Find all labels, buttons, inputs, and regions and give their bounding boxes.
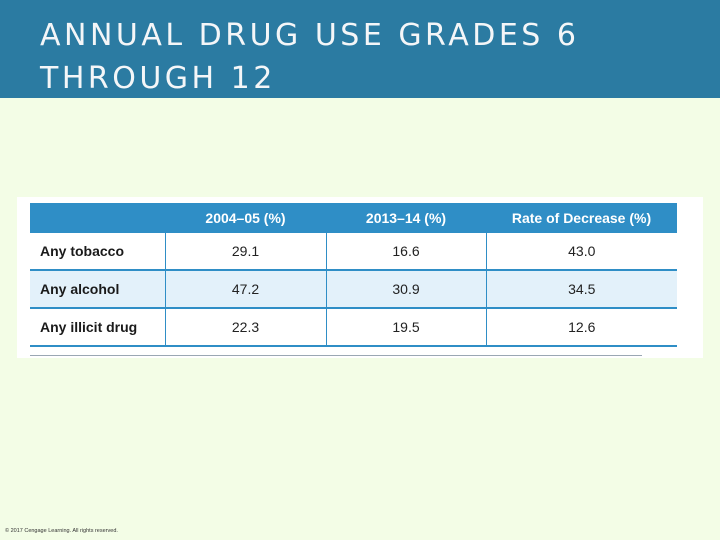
cell-rate-of-decrease: 43.0 bbox=[486, 233, 677, 271]
drug-use-table: 2004–05 (%) 2013–14 (%) Rate of Decrease… bbox=[30, 203, 677, 347]
column-header-2004-05: 2004–05 (%) bbox=[165, 203, 326, 233]
cell-rate-of-decrease: 12.6 bbox=[486, 308, 677, 347]
table-card: 2004–05 (%) 2013–14 (%) Rate of Decrease… bbox=[17, 197, 703, 358]
cell-2004-05: 22.3 bbox=[165, 308, 327, 347]
table-divider bbox=[30, 355, 642, 356]
copyright-notice: © 2017 Cengage Learning. All rights rese… bbox=[5, 528, 118, 534]
table-row: Any alcohol 47.2 30.9 34.5 bbox=[30, 270, 677, 309]
column-header-rate-of-decrease: Rate of Decrease (%) bbox=[486, 203, 677, 233]
table-header-row: 2004–05 (%) 2013–14 (%) Rate of Decrease… bbox=[30, 203, 677, 233]
row-label: Any tobacco bbox=[30, 233, 166, 271]
table-row: Any illicit drug 22.3 19.5 12.6 bbox=[30, 308, 677, 347]
cell-2004-05: 47.2 bbox=[165, 270, 327, 309]
cell-2013-14: 30.9 bbox=[326, 270, 487, 309]
cell-2013-14: 16.6 bbox=[326, 233, 487, 271]
row-label: Any illicit drug bbox=[30, 308, 166, 347]
slide-header: Annual drug use grades 6 through 12 bbox=[0, 0, 720, 98]
cell-2013-14: 19.5 bbox=[326, 308, 487, 347]
cell-2004-05: 29.1 bbox=[165, 233, 327, 271]
cell-rate-of-decrease: 34.5 bbox=[486, 270, 677, 309]
row-label: Any alcohol bbox=[30, 270, 166, 309]
column-header-2013-14: 2013–14 (%) bbox=[326, 203, 486, 233]
table-row: Any tobacco 29.1 16.6 43.0 bbox=[30, 233, 677, 271]
column-header-label bbox=[30, 203, 165, 233]
slide-title: Annual drug use grades 6 through 12 bbox=[40, 18, 580, 96]
